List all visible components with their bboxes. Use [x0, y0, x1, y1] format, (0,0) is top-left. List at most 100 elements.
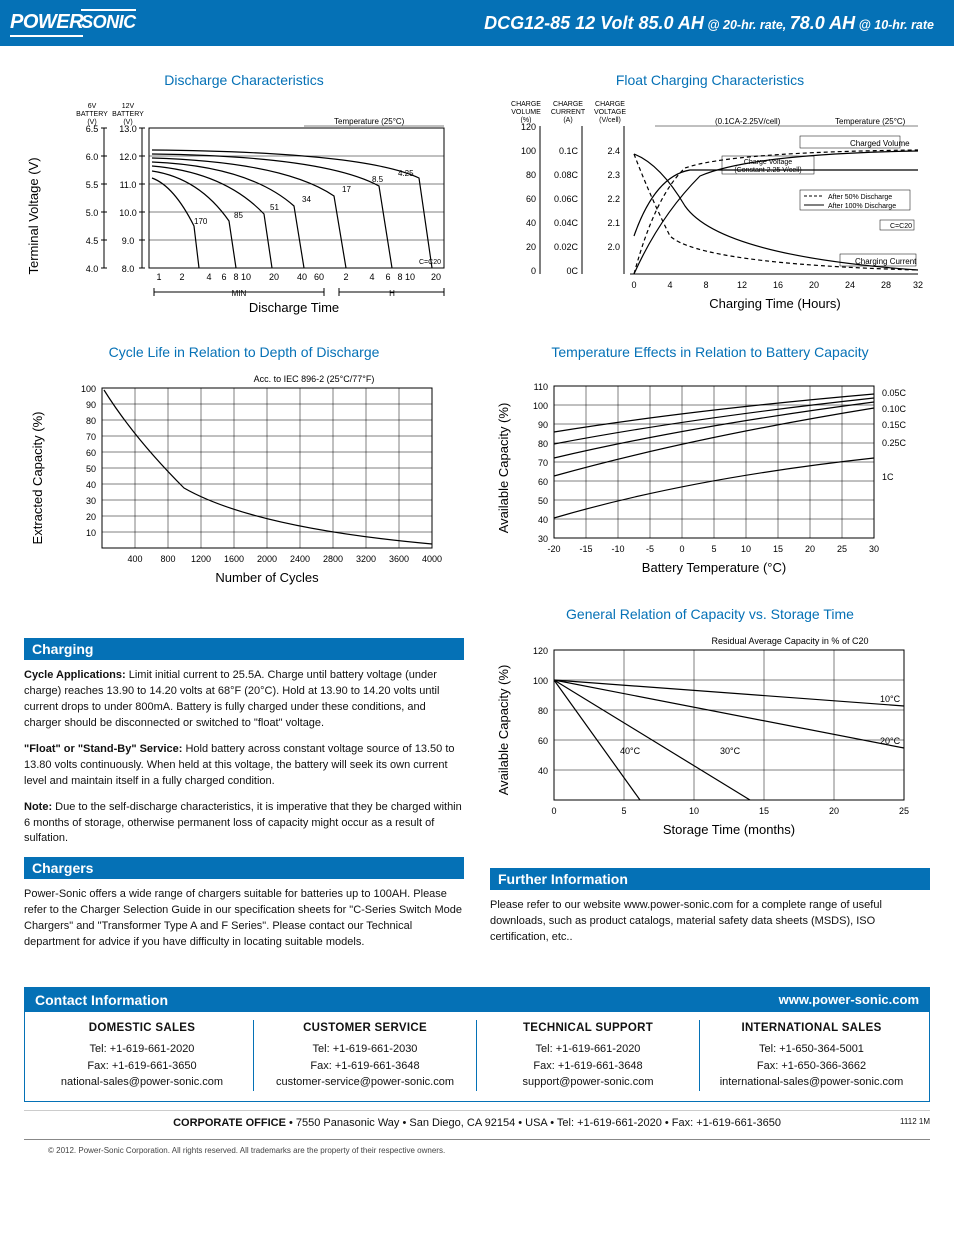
svg-text:1600: 1600 — [224, 554, 244, 564]
cycle-svg: Extracted Capacity (%) Acc. to IEC 896-2… — [24, 368, 464, 598]
page-header: POWER SONIC DCG12-85 12 Volt 85.0 AH @ 2… — [0, 0, 954, 46]
svg-text:4.5: 4.5 — [86, 236, 99, 246]
svg-text:20: 20 — [829, 806, 839, 816]
contact-col-intl: INTERNATIONAL SALES Tel: +1-650-364-5001… — [700, 1020, 923, 1091]
svg-text:C=C20: C=C20 — [419, 259, 441, 266]
contact-col-domestic: DOMESTIC SALES Tel: +1-619-661-2020 Fax:… — [31, 1020, 254, 1091]
svg-text:15: 15 — [759, 806, 769, 816]
svg-text:5.5: 5.5 — [86, 180, 99, 190]
svg-text:1200: 1200 — [191, 554, 211, 564]
svg-text:100: 100 — [533, 401, 548, 411]
header-title: DCG12-85 12 Volt 85.0 AH @ 20-hr. rate, … — [484, 13, 934, 34]
svg-text:10: 10 — [741, 544, 751, 554]
svg-text:0.02C: 0.02C — [554, 242, 579, 252]
svg-text:2000: 2000 — [257, 554, 277, 564]
svg-text:50: 50 — [538, 496, 548, 506]
svg-text:20°C: 20°C — [880, 736, 901, 746]
svg-text:10: 10 — [241, 272, 251, 282]
svg-text:2.3: 2.3 — [607, 170, 620, 180]
svg-text:-15: -15 — [579, 544, 592, 554]
svg-text:24: 24 — [845, 280, 855, 290]
discharge-title: Discharge Characteristics — [24, 72, 464, 88]
svg-text:Charged Volume: Charged Volume — [850, 139, 910, 148]
contact-head-left: Contact Information — [35, 992, 168, 1008]
storage-chart: General Relation of Capacity vs. Storage… — [490, 606, 930, 850]
svg-text:Temperature (25°C): Temperature (25°C) — [835, 117, 906, 126]
discharge-ylabel: Terminal Voltage (V) — [26, 157, 41, 274]
svg-text:20: 20 — [809, 280, 819, 290]
svg-text:Charging Current: Charging Current — [855, 257, 917, 266]
svg-text:0.05C: 0.05C — [882, 388, 907, 398]
svg-text:120: 120 — [521, 122, 536, 132]
logo: POWER SONIC — [10, 9, 136, 37]
svg-text:80: 80 — [538, 706, 548, 716]
svg-text:0: 0 — [551, 806, 556, 816]
svg-text:50: 50 — [86, 464, 96, 474]
contact-head-right: www.power-sonic.com — [779, 992, 919, 1008]
left-column: Discharge Characteristics Terminal Volta… — [24, 66, 464, 961]
svg-text:After 100% Discharge: After 100% Discharge — [828, 203, 896, 210]
svg-text:8: 8 — [397, 272, 402, 282]
storage-title: General Relation of Capacity vs. Storage… — [490, 606, 930, 622]
svg-text:12.0: 12.0 — [119, 152, 137, 162]
further-section: Further Information Please refer to our … — [490, 868, 930, 946]
svg-text:34: 34 — [302, 195, 311, 204]
svg-text:Extracted Capacity (%): Extracted Capacity (%) — [30, 412, 45, 545]
svg-text:-10: -10 — [611, 544, 624, 554]
svg-text:60: 60 — [538, 736, 548, 746]
svg-text:4000: 4000 — [422, 554, 442, 564]
contact-box: Contact Information www.power-sonic.com … — [24, 987, 930, 1102]
float-title: Float Charging Characteristics — [490, 72, 930, 88]
svg-text:2: 2 — [343, 272, 348, 282]
svg-text:Battery Temperature (°C): Battery Temperature (°C) — [642, 560, 786, 575]
svg-text:28: 28 — [881, 280, 891, 290]
charging-p1: Cycle Applications: Limit initial curren… — [24, 668, 464, 732]
svg-text:400: 400 — [127, 554, 142, 564]
svg-text:4.25: 4.25 — [398, 169, 414, 178]
svg-text:10: 10 — [86, 528, 96, 538]
contact-col-cs: CUSTOMER SERVICE Tel: +1-619-661-2030 Fa… — [254, 1020, 477, 1091]
svg-text:Charge Voltage: Charge Voltage — [744, 159, 792, 166]
cycle-chart: Cycle Life in Relation to Depth of Disch… — [24, 344, 464, 598]
svg-text:0.06C: 0.06C — [554, 194, 579, 204]
svg-text:CURRENT: CURRENT — [551, 109, 586, 116]
svg-text:13.0: 13.0 — [119, 124, 137, 134]
svg-text:Available Capacity (%): Available Capacity (%) — [496, 403, 511, 534]
temp-chart: Temperature Effects in Relation to Batte… — [490, 344, 930, 588]
svg-text:120: 120 — [533, 646, 548, 656]
svg-text:12V: 12V — [122, 103, 135, 110]
svg-text:100: 100 — [521, 146, 536, 156]
further-p1: Please refer to our website www.power-so… — [490, 898, 930, 946]
svg-text:1: 1 — [156, 272, 161, 282]
svg-text:Available Capacity (%): Available Capacity (%) — [496, 665, 511, 796]
svg-text:60: 60 — [538, 477, 548, 487]
svg-text:1C: 1C — [882, 472, 894, 482]
svg-text:40: 40 — [86, 480, 96, 490]
svg-text:80: 80 — [526, 170, 536, 180]
svg-text:170: 170 — [194, 217, 208, 226]
svg-text:5.0: 5.0 — [86, 208, 99, 218]
svg-text:C=C20: C=C20 — [890, 223, 912, 230]
d-6v-h1: 6V — [88, 103, 97, 110]
svg-text:20: 20 — [805, 544, 815, 554]
svg-text:100: 100 — [533, 676, 548, 686]
svg-text:40°C: 40°C — [620, 746, 641, 756]
contact-body: DOMESTIC SALES Tel: +1-619-661-2020 Fax:… — [25, 1012, 929, 1101]
svg-text:32: 32 — [913, 280, 923, 290]
svg-text:2800: 2800 — [323, 554, 343, 564]
svg-text:CHARGE: CHARGE — [595, 101, 625, 108]
svg-text:MIN: MIN — [232, 289, 247, 298]
svg-text:CHARGE: CHARGE — [511, 101, 541, 108]
svg-text:0: 0 — [631, 280, 636, 290]
svg-text:-5: -5 — [646, 544, 654, 554]
svg-text:H: H — [389, 289, 395, 298]
storage-svg: Available Capacity (%) Residual Average … — [490, 630, 930, 850]
svg-text:10°C: 10°C — [880, 694, 901, 704]
svg-text:Temperature (25°C): Temperature (25°C) — [334, 117, 405, 126]
svg-text:BATTERY: BATTERY — [76, 111, 108, 118]
svg-text:Charging Time (Hours): Charging Time (Hours) — [709, 296, 841, 311]
float-svg: CHARGE VOLUME (%) CHARGE CURRENT (A) CHA… — [490, 96, 930, 326]
title-at1: @ 20-hr. rate, — [704, 18, 790, 32]
svg-text:0.1C: 0.1C — [559, 146, 579, 156]
svg-text:6.0: 6.0 — [86, 152, 99, 162]
